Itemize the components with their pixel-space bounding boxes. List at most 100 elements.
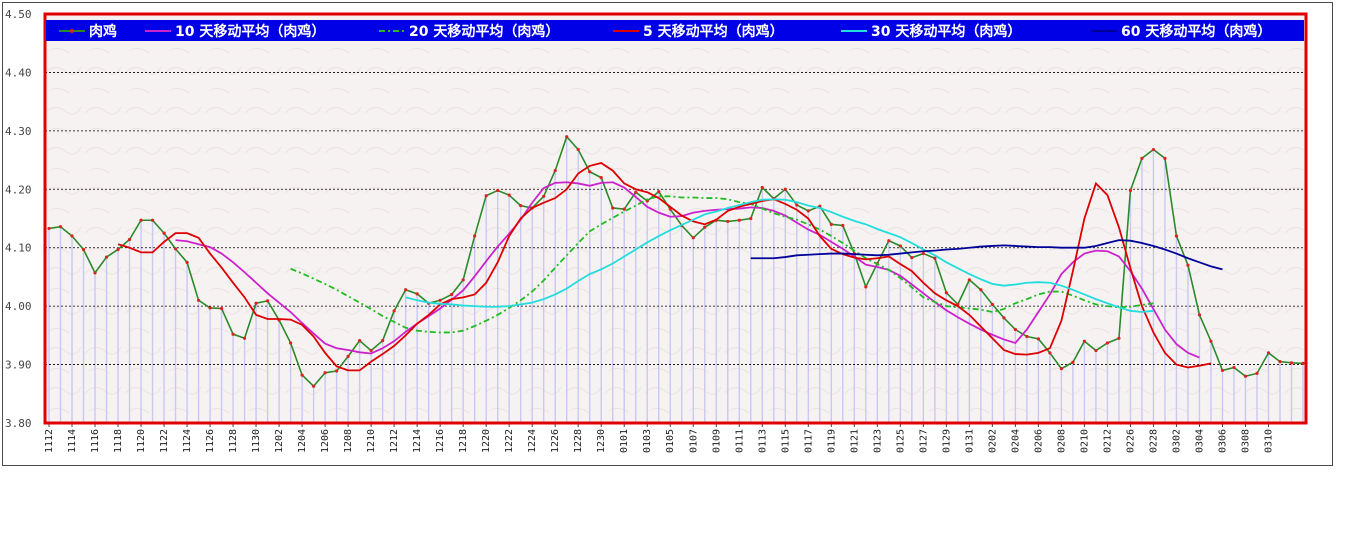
x-tick-label-50: 0304 <box>1194 429 1205 453</box>
data-point-99 <box>1186 263 1190 267</box>
data-point-98 <box>1174 234 1179 238</box>
y-axis: 4.50 4.40 4.30 4.20 4.10 4.00 3.90 3.80 <box>5 8 32 430</box>
x-tick-label-4: 1120 <box>136 429 147 453</box>
x-tick-label-40: 0131 <box>964 429 975 453</box>
data-point-21 <box>288 341 293 345</box>
data-point-66 <box>806 209 810 213</box>
x-tick-label-30: 0111 <box>734 429 745 453</box>
x-tick-label-17: 1216 <box>435 429 446 453</box>
legend-label-2: 20 天移动平均（肉鸡） <box>409 23 559 40</box>
bar-layer <box>48 136 1304 423</box>
data-point-40 <box>507 193 511 197</box>
data-point-59 <box>726 219 730 224</box>
x-tick-label-24: 1230 <box>596 429 607 453</box>
data-point-65 <box>795 203 799 207</box>
x-tick-label-19: 1220 <box>481 429 492 453</box>
x-tick-label-20: 1222 <box>504 429 515 453</box>
x-tick-label-46: 0212 <box>1102 429 1113 453</box>
series-layer <box>47 135 1305 388</box>
data-point-44 <box>553 168 557 173</box>
legend: 肉鸡 10 天移动平均（肉鸡） 20 天移动平均（肉鸡） 5 天移动平均（肉鸡） 30 … <box>46 20 1304 41</box>
data-point-49 <box>611 206 615 210</box>
data-point-88 <box>1059 367 1064 371</box>
data-point-82 <box>990 302 994 306</box>
data-point-77 <box>933 256 937 260</box>
data-point-3 <box>81 247 86 252</box>
data-point-22 <box>300 373 304 377</box>
data-point-0 <box>47 226 51 231</box>
data-point-34 <box>438 298 442 302</box>
data-point-75 <box>910 256 914 260</box>
y-tick-label-7: 3.80 <box>5 417 32 430</box>
x-tick-label-3: 1118 <box>113 429 124 453</box>
x-tick-label-37: 0125 <box>895 429 906 453</box>
y-tick-label-0: 4.50 <box>5 8 32 21</box>
data-point-71 <box>864 285 868 289</box>
x-tick-label-44: 0208 <box>1056 429 1067 453</box>
data-point-91 <box>1094 348 1098 353</box>
legend-label-0: 肉鸡 <box>89 23 117 40</box>
x-tick-label-48: 0228 <box>1148 429 1159 453</box>
x-tick-label-35: 0121 <box>849 429 860 453</box>
data-point-26 <box>346 354 350 358</box>
x-tick-label-1: 1114 <box>67 429 78 453</box>
data-point-15 <box>219 306 224 311</box>
data-point-19 <box>265 299 270 303</box>
data-point-74 <box>898 244 902 248</box>
x-tick-label-25: 0101 <box>619 429 630 453</box>
y-tick-label-2: 4.30 <box>5 125 32 138</box>
data-point-8 <box>139 218 143 222</box>
chart-frame: 4.50 4.40 4.30 4.20 4.10 4.00 3.90 3.80 1112 111… <box>2 2 1333 466</box>
data-point-62 <box>760 185 764 190</box>
data-point-14 <box>208 306 212 310</box>
data-point-47 <box>588 170 592 174</box>
y-tick-label-5: 4.00 <box>5 300 32 313</box>
data-point-39 <box>496 188 500 193</box>
x-tick-label-42: 0204 <box>1010 429 1021 453</box>
data-point-69 <box>841 223 845 228</box>
data-point-101 <box>1209 339 1213 343</box>
x-tick-label-32: 0115 <box>780 429 791 453</box>
data-point-100 <box>1197 313 1202 317</box>
data-point-94 <box>1128 188 1133 193</box>
legend-background <box>46 20 1304 41</box>
data-point-107 <box>1278 360 1282 364</box>
data-point-95 <box>1140 156 1144 160</box>
data-point-97 <box>1163 156 1167 160</box>
y-tick-label-1: 4.40 <box>5 66 32 79</box>
x-tick-label-28: 0107 <box>688 429 699 453</box>
data-point-60 <box>737 218 741 222</box>
data-point-37 <box>473 234 477 238</box>
data-point-48 <box>599 176 603 180</box>
x-tick-label-49: 0302 <box>1171 429 1182 453</box>
legend-label-5: 60 天移动平均（肉鸡） <box>1121 23 1271 40</box>
data-point-6 <box>116 247 120 252</box>
data-point-68 <box>829 222 833 226</box>
data-point-18 <box>254 301 258 305</box>
x-tick-label-29: 0109 <box>711 429 722 453</box>
x-tick-label-53: 0310 <box>1263 429 1274 453</box>
data-point-93 <box>1117 336 1121 340</box>
x-tick-label-43: 0206 <box>1033 429 1044 453</box>
data-point-31 <box>404 288 408 292</box>
x-tick-label-52: 0308 <box>1240 429 1251 453</box>
data-point-108 <box>1289 361 1294 365</box>
x-tick-label-33: 0117 <box>803 429 814 453</box>
data-point-80 <box>967 278 971 282</box>
y-tick-label-6: 3.90 <box>5 359 32 372</box>
data-point-85 <box>1025 334 1029 339</box>
data-point-16 <box>231 332 235 336</box>
x-tick-label-0: 1112 <box>44 429 55 453</box>
plot-border <box>43 12 1308 425</box>
data-point-1 <box>58 225 63 229</box>
data-point-84 <box>1013 327 1017 332</box>
x-tick-label-11: 1204 <box>297 429 308 453</box>
x-tick-label-39: 0129 <box>941 429 952 453</box>
data-point-30 <box>392 309 396 313</box>
x-tick-label-13: 1208 <box>343 429 354 453</box>
x-tick-label-45: 0210 <box>1079 429 1090 453</box>
data-point-9 <box>150 218 155 222</box>
data-point-51 <box>634 190 638 194</box>
data-point-10 <box>162 231 166 235</box>
data-point-5 <box>104 255 109 259</box>
